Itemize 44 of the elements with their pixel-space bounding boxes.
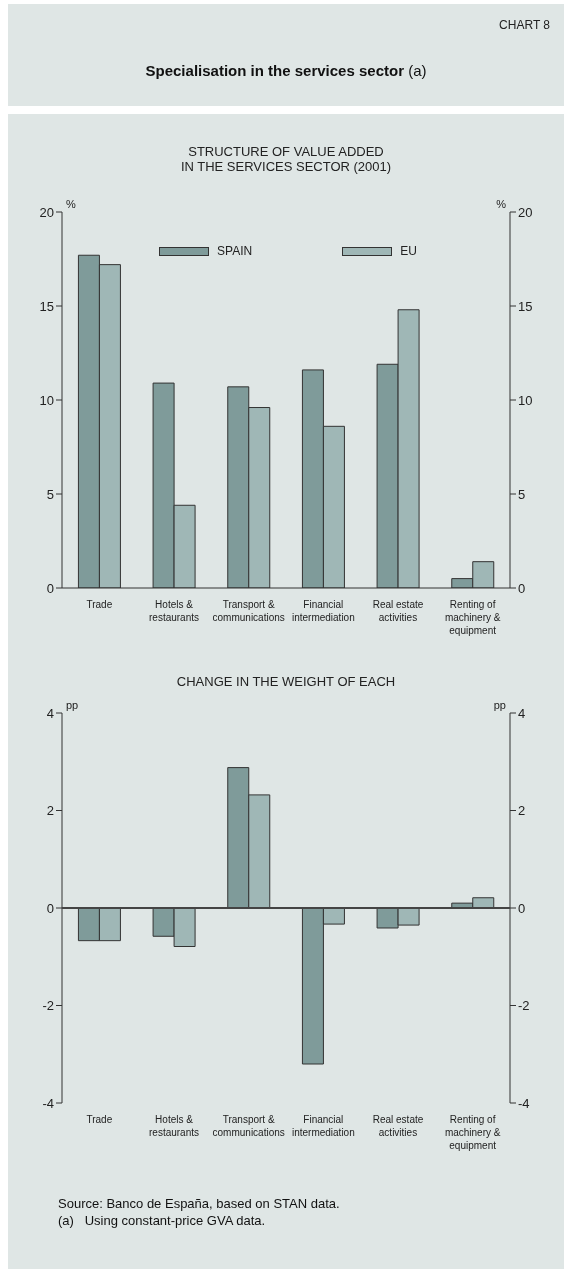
y2-axis-title: % bbox=[496, 198, 507, 210]
y2-tick-label: 0 bbox=[518, 900, 526, 916]
chart-title: Specialisation in the services sector (a) bbox=[145, 62, 427, 79]
y-tick-label: 5 bbox=[46, 486, 54, 502]
x-tick-label: Real estate activities bbox=[372, 1114, 424, 1138]
legend-label: SPAIN bbox=[217, 244, 253, 258]
x-tick-label: Real estate activities bbox=[372, 599, 424, 623]
chart-subtitle: STRUCTURE OF VALUE ADDED IN THE SERVICES SECTOR (2001) bbox=[179, 143, 393, 174]
y-tick-label: -4 bbox=[42, 1095, 54, 1111]
source-note: Source: Banco de España, based on STAN data. bbox=[58, 1195, 341, 1212]
text: (a) Using constant-price GVA data. bbox=[58, 1212, 267, 1229]
y2-tick-label: 2 bbox=[518, 803, 526, 819]
y2-axis-title: pp bbox=[493, 699, 506, 711]
y2-tick-label: -4 bbox=[518, 1095, 530, 1111]
legend-label: EU bbox=[400, 244, 417, 258]
y-tick-label: 20 bbox=[39, 204, 54, 220]
y-axis-title: % bbox=[66, 198, 76, 210]
x-tick-label: Financial intermediation bbox=[291, 1114, 355, 1138]
y2-tick-label: 20 bbox=[518, 204, 533, 220]
y2-tick-label: 10 bbox=[518, 392, 533, 408]
y-tick-label: -2 bbox=[42, 998, 54, 1014]
y-tick-label: 10 bbox=[39, 392, 54, 408]
y2-tick-label: 5 bbox=[518, 486, 526, 502]
x-tick-label: Transport & communications bbox=[212, 599, 285, 623]
y-tick-label: 0 bbox=[46, 580, 54, 596]
y2-tick-label: 15 bbox=[518, 298, 533, 314]
x-tick-label: Renting of machinery & equipment bbox=[444, 599, 501, 636]
y-tick-label: 0 bbox=[46, 900, 54, 916]
y-tick-label: 15 bbox=[39, 298, 54, 314]
x-tick-label: Transport & communications bbox=[212, 1114, 285, 1138]
x-tick-label: Renting of machinery & equipment bbox=[444, 1114, 501, 1151]
x-tick-label: Trade bbox=[86, 599, 113, 610]
x-tick-label: Hotels & restaurants bbox=[148, 1114, 200, 1138]
x-tick-label: Hotels & restaurants bbox=[148, 599, 200, 623]
chart-title: CHANGE IN THE WEIGHT OF EACH bbox=[175, 673, 397, 689]
x-tick-label: Trade bbox=[86, 1114, 113, 1125]
y-tick-label: 4 bbox=[46, 705, 54, 721]
x-tick-label: Financial intermediation bbox=[291, 599, 355, 623]
caption: CHART 8 bbox=[499, 18, 550, 32]
y-tick-label: 2 bbox=[46, 803, 54, 819]
y2-tick-label: -2 bbox=[518, 998, 530, 1014]
y2-tick-label: 4 bbox=[518, 705, 526, 721]
y2-tick-label: 0 bbox=[518, 580, 526, 596]
y-axis-title: pp bbox=[66, 699, 79, 711]
